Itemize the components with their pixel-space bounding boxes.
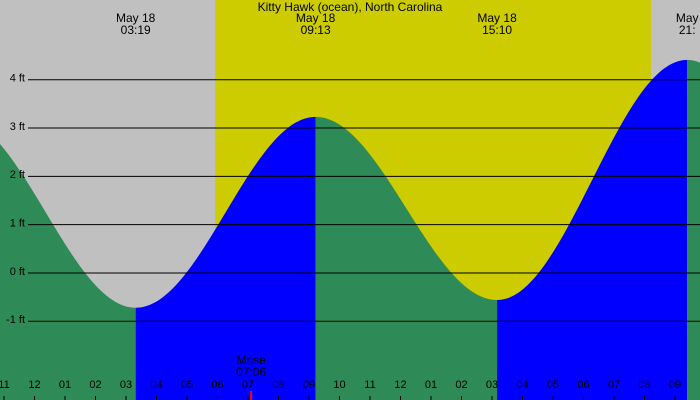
x-tick-label: 06: [211, 379, 223, 391]
falling-tide: [0, 144, 136, 400]
extreme-date: May 18: [296, 11, 336, 25]
x-tick-label: 12: [394, 379, 406, 391]
x-tick-label: 03: [120, 379, 132, 391]
x-tick-label: 07: [608, 379, 620, 391]
y-tick-label: 3 ft: [10, 121, 25, 133]
x-tick-label: 11: [0, 379, 10, 391]
x-tick-label: 01: [59, 379, 71, 391]
extreme-time: 21:: [679, 23, 696, 37]
x-tick-label: 02: [455, 379, 467, 391]
chart-title: Kitty Hawk (ocean), North Carolina: [258, 0, 443, 14]
rising-tide: [497, 59, 688, 400]
x-tick-label: 04: [150, 379, 162, 391]
x-tick-label: 12: [28, 379, 40, 391]
x-tick-label: 08: [272, 379, 284, 391]
extreme-date: May: [676, 11, 699, 25]
x-tick-label: 05: [547, 379, 559, 391]
extreme-date: May 18: [477, 11, 517, 25]
y-tick-label: 2 ft: [10, 169, 25, 181]
falling-tide: [687, 59, 700, 400]
x-tick-label: 10: [333, 379, 345, 391]
y-tick-label: 4 ft: [10, 73, 25, 85]
y-tick-label: -1 ft: [6, 314, 25, 326]
x-tick-label: 07: [242, 379, 254, 391]
moonrise-time: 07:06: [236, 365, 266, 379]
x-tick-label: 06: [577, 379, 589, 391]
x-tick-label: 02: [89, 379, 101, 391]
rising-tide: [135, 116, 316, 400]
x-tick-label: 11: [364, 379, 375, 391]
x-tick-label: 09: [303, 379, 315, 391]
falling-tide: [315, 116, 498, 400]
x-tick-label: 09: [669, 379, 681, 391]
extreme-time: 15:10: [482, 23, 512, 37]
moonrise-label: Mrise: [236, 353, 266, 367]
x-tick-label: 03: [486, 379, 498, 391]
x-tick-label: 01: [425, 379, 437, 391]
x-tick-label: 08: [638, 379, 650, 391]
x-tick-label: 04: [516, 379, 528, 391]
extreme-time: 09:13: [301, 23, 331, 37]
y-tick-label: 0 ft: [10, 266, 25, 278]
x-tick-label: 05: [181, 379, 193, 391]
extreme-time: 03:19: [121, 23, 151, 37]
y-tick-label: 1 ft: [10, 218, 25, 230]
extreme-date: May 18: [116, 11, 156, 25]
